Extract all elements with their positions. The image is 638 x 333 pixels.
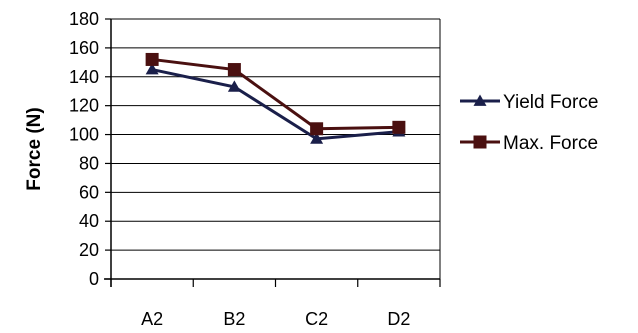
- series-lines: [145, 52, 406, 144]
- y-tick-label: 120: [69, 96, 99, 116]
- y-tick-label: 80: [79, 153, 99, 173]
- y-tick-label: 40: [79, 211, 99, 231]
- data-point: [392, 120, 406, 134]
- gridlines: [111, 18, 440, 251]
- y-tick-label: 140: [69, 67, 99, 87]
- legend: Yield Force Max. Force: [460, 92, 598, 154]
- y-axis-label: Force (N): [24, 107, 45, 190]
- legend-label: Yield Force: [503, 92, 598, 113]
- x-tick-label: D2: [387, 309, 410, 329]
- y-tick-label: 0: [89, 269, 99, 289]
- data-point: [145, 63, 159, 75]
- x-tick-label: C2: [305, 309, 328, 329]
- y-tick-label: 180: [69, 9, 99, 29]
- data-point: [145, 52, 159, 66]
- series-yield-force: [145, 63, 406, 144]
- x-tick-labels: A2 B2 C2 D2: [141, 309, 410, 329]
- legend-marker: [473, 135, 487, 149]
- legend-item: Max. Force: [460, 133, 598, 154]
- y-tick-label: 60: [79, 182, 99, 202]
- series-max-force: [145, 52, 406, 136]
- legend-item: Yield Force: [460, 92, 598, 113]
- legend-label: Max. Force: [503, 133, 598, 154]
- x-tick-label: A2: [141, 309, 163, 329]
- axes: [104, 18, 441, 287]
- y-tick-label: 160: [69, 38, 99, 58]
- y-tick-label: 100: [69, 125, 99, 145]
- y-tick-labels: 0 20 40 60 80 100 120 140 160 180: [69, 9, 99, 289]
- data-point: [310, 122, 324, 136]
- legend-marker: [473, 94, 487, 106]
- series-line: [151, 68, 400, 141]
- data-point: [227, 63, 241, 77]
- x-tick-label: B2: [223, 309, 245, 329]
- y-tick-label: 20: [79, 240, 99, 260]
- data-point: [227, 80, 241, 92]
- data-point: [310, 132, 324, 144]
- series-line: [151, 57, 399, 131]
